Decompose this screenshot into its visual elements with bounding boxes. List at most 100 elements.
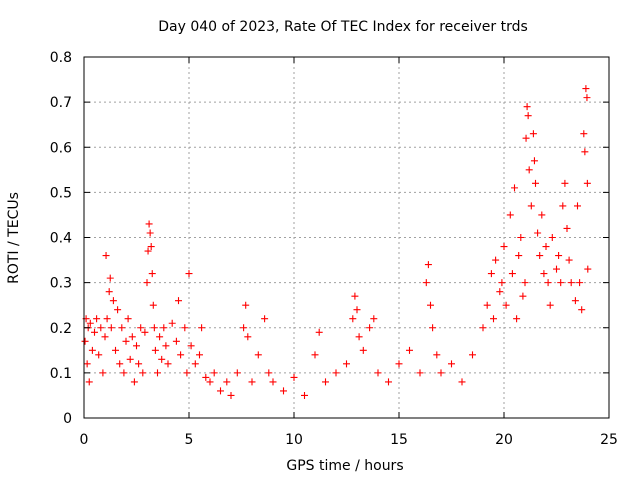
y-tick-label: 0.7 (50, 95, 72, 111)
data-point (580, 130, 588, 138)
y-axis-title: ROTI / TECUs (6, 192, 22, 284)
data-point (145, 220, 153, 228)
data-point (576, 279, 584, 287)
data-point (458, 378, 466, 386)
data-point (162, 342, 170, 350)
data-point (506, 211, 514, 219)
data-point (311, 351, 319, 359)
data-point (227, 391, 235, 399)
data-point (198, 324, 206, 332)
data-point (522, 134, 530, 142)
grid (84, 57, 609, 418)
x-tick-label: 5 (185, 432, 194, 448)
data-point (508, 270, 516, 278)
data-point (427, 301, 434, 309)
data-point (433, 351, 441, 359)
data-points (81, 85, 592, 399)
data-point (137, 324, 145, 332)
data-point (370, 315, 378, 323)
chart-title: Day 040 of 2023, Rate Of TEC Index for r… (158, 19, 528, 35)
data-point (183, 369, 191, 377)
data-point (527, 202, 535, 210)
data-point (242, 301, 250, 309)
data-point (496, 288, 504, 296)
data-point (233, 369, 241, 377)
y-tick-label: 0.6 (50, 140, 72, 156)
data-point (290, 373, 298, 381)
data-point (181, 324, 189, 332)
data-point (351, 292, 359, 300)
data-point (490, 315, 497, 323)
data-point (101, 333, 109, 341)
data-point (353, 306, 361, 314)
data-point (148, 270, 156, 278)
data-point (210, 369, 218, 377)
data-point (196, 351, 203, 359)
data-point (355, 333, 363, 341)
data-point (448, 360, 455, 368)
data-point (582, 85, 590, 93)
data-point (177, 351, 185, 359)
data-point (81, 337, 89, 345)
data-point (359, 346, 367, 354)
data-point (112, 346, 119, 354)
x-tick-label: 15 (390, 432, 408, 448)
y-tick-labels: 0 0.1 0.2 0.3 0.4 0.5 0.6 0.7 0.8 (50, 50, 72, 427)
data-point (523, 103, 531, 111)
data-point (86, 319, 94, 327)
data-point (93, 315, 101, 323)
x-tick-label: 25 (600, 432, 618, 448)
data-point (83, 360, 91, 368)
data-point (106, 274, 114, 282)
data-point (151, 346, 159, 354)
data-point (147, 243, 155, 251)
data-point (500, 243, 508, 251)
data-point (261, 315, 269, 323)
data-point (583, 179, 591, 187)
data-point (424, 261, 432, 269)
y-tick-label: 0 (63, 411, 72, 427)
data-point (172, 337, 180, 345)
data-point (322, 378, 329, 386)
data-point (540, 270, 548, 278)
y-tick-label: 0.1 (50, 366, 72, 382)
data-point (202, 373, 210, 381)
data-point (557, 279, 565, 287)
x-axis-title: GPS time / hours (286, 458, 403, 474)
data-point (265, 369, 273, 377)
data-point (223, 378, 231, 386)
data-point (135, 360, 143, 368)
data-point (118, 324, 126, 332)
data-point (156, 333, 164, 341)
data-point (536, 252, 544, 260)
data-point (395, 360, 403, 368)
data-point (517, 234, 525, 241)
data-point (254, 351, 262, 359)
y-tick-label: 0.2 (50, 321, 72, 337)
data-point (315, 328, 323, 336)
data-point (511, 184, 518, 192)
data-point (146, 229, 154, 237)
data-point (187, 342, 195, 350)
data-point (158, 355, 166, 363)
data-point (422, 279, 430, 287)
y-tick-label: 0.3 (50, 276, 72, 292)
data-point (88, 346, 96, 354)
data-point (85, 378, 93, 386)
data-point (521, 279, 529, 287)
data-point (349, 315, 357, 323)
data-point (95, 351, 103, 359)
data-point (553, 265, 560, 273)
data-point (185, 270, 193, 278)
data-point (332, 369, 340, 377)
data-point (164, 360, 172, 368)
data-point (269, 378, 277, 386)
data-point (548, 234, 556, 241)
data-point (143, 279, 151, 287)
data-point (574, 202, 581, 210)
data-point (122, 337, 130, 345)
data-point (97, 324, 105, 332)
data-point (240, 324, 248, 332)
data-point (544, 279, 552, 287)
